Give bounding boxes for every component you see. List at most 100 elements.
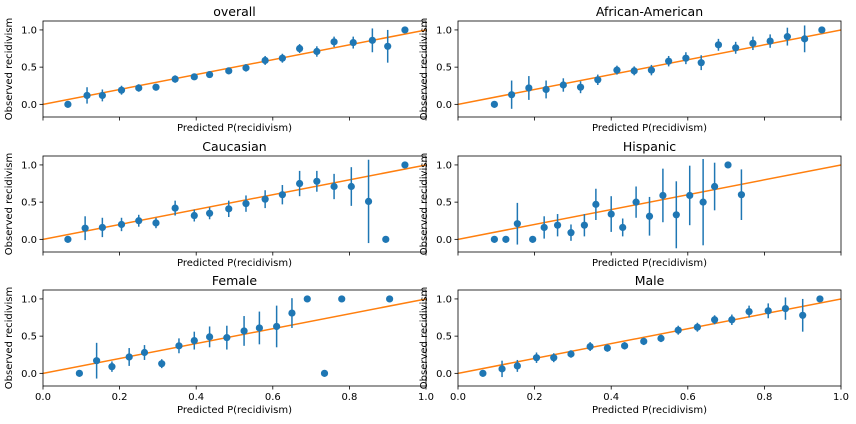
data-point: [225, 205, 233, 213]
data-point: [225, 67, 233, 75]
data-point: [607, 210, 615, 218]
chart-panel: Caucasian 0.0 0.5 1.0 Predicted P(recidivism…: [4, 139, 427, 269]
data-point: [745, 307, 753, 316]
data-point: [296, 179, 304, 188]
data-point: [330, 38, 338, 46]
chart-panel: overall 0.0 0.5 1.0 Predicted P(recidivism) O…: [4, 4, 427, 134]
data-point: [288, 309, 296, 317]
data-point: [801, 35, 809, 43]
data-point: [513, 362, 521, 370]
data-point: [242, 64, 250, 72]
data-point: [576, 83, 585, 91]
data-point: [117, 220, 126, 229]
data-point: [349, 38, 357, 47]
data-point: [645, 212, 654, 220]
y-tick-label: 0.0: [436, 369, 452, 380]
data-point: [171, 204, 179, 212]
data-point: [313, 47, 321, 56]
data-point: [502, 235, 510, 243]
x-tick-label: 0.8: [341, 392, 357, 403]
data-point: [594, 76, 602, 84]
x-axis-label: Predicted P(recidivism): [592, 405, 707, 416]
data-point: [632, 198, 640, 206]
chart-title: overall: [213, 4, 255, 19]
data-point: [338, 295, 346, 303]
data-point: [659, 191, 667, 200]
data-point: [313, 177, 321, 185]
data-point: [711, 316, 719, 324]
chart-panel: African-American 0.0 0.5 1.0 Predicted P(rec…: [419, 4, 842, 134]
data-point: [261, 56, 269, 65]
data-point: [81, 224, 89, 232]
y-axis-label: Observed recidivism: [419, 18, 430, 120]
data-point: [135, 217, 143, 225]
data-point: [737, 191, 746, 199]
chart-panel: Male 0.0 0.5 1.0 0.0 0.2 0.4 0.6 0.8 1.0 Predicted…: [419, 273, 849, 416]
data-point: [75, 369, 83, 377]
x-axis-label: Predicted P(recidivism): [592, 123, 707, 134]
data-point: [303, 295, 311, 303]
y-axis-label: Observed recidivism: [4, 153, 15, 255]
data-point: [674, 326, 682, 334]
data-point: [781, 305, 790, 313]
data-point: [83, 91, 91, 100]
plot-frame: [42, 289, 427, 387]
chart-title: Caucasian: [202, 139, 266, 154]
data-point: [630, 67, 638, 75]
data-point: [278, 54, 286, 62]
y-axis-label: Observed recidivism: [419, 153, 430, 255]
data-point: [64, 100, 72, 108]
data-point: [386, 295, 394, 303]
data-point: [686, 191, 694, 200]
plot-frame: [457, 155, 842, 253]
data-point: [764, 307, 772, 315]
data-point: [330, 182, 338, 191]
data-point: [240, 327, 248, 335]
data-point: [273, 322, 281, 331]
data-point: [567, 350, 575, 358]
y-tick-label: 0.5: [436, 198, 452, 209]
data-point: [603, 344, 611, 352]
data-point: [647, 66, 656, 74]
data-point: [665, 57, 673, 65]
data-point: [559, 81, 567, 89]
y-axis-label: Observed recidivism: [4, 287, 15, 389]
data-point: [140, 348, 149, 357]
y-tick-label: 0.0: [436, 100, 452, 111]
plot-frame: [457, 289, 842, 387]
data-point: [699, 198, 707, 206]
x-tick-label: 0.6: [265, 392, 281, 403]
y-tick-label: 0.0: [21, 369, 37, 380]
reference-line: [458, 298, 841, 375]
data-point: [171, 75, 179, 83]
data-point: [619, 223, 627, 232]
data-point: [255, 324, 263, 332]
data-point: [152, 219, 160, 227]
data-point: [98, 223, 106, 232]
data-point: [490, 100, 498, 108]
data-point: [242, 200, 250, 208]
chart-title: Female: [212, 273, 258, 288]
data-point: [580, 221, 588, 229]
data-point: [693, 323, 701, 331]
data-point: [783, 33, 791, 41]
chart-panel: Hispanic 0.0 0.5 1.0 Predicted P(recidivism)…: [419, 139, 842, 269]
data-point: [540, 223, 548, 232]
x-axis-label: Predicted P(recidivism): [592, 258, 707, 269]
data-point: [93, 357, 101, 365]
data-point: [382, 235, 390, 243]
x-tick-label: 0.6: [680, 392, 696, 403]
data-point: [490, 235, 498, 243]
data-point: [320, 369, 329, 377]
y-tick-label: 1.0: [21, 25, 37, 36]
x-tick-label: 0.2: [527, 392, 543, 403]
x-tick-label: 0.4: [603, 392, 619, 403]
y-tick-label: 0.5: [21, 63, 37, 74]
data-point: [347, 182, 355, 191]
y-tick-label: 1.0: [436, 294, 452, 305]
plot-frame: [42, 20, 427, 118]
x-tick-label: 0.4: [188, 392, 204, 403]
data-point: [586, 342, 594, 351]
data-point: [223, 334, 231, 342]
chart-title: Hispanic: [623, 139, 676, 154]
